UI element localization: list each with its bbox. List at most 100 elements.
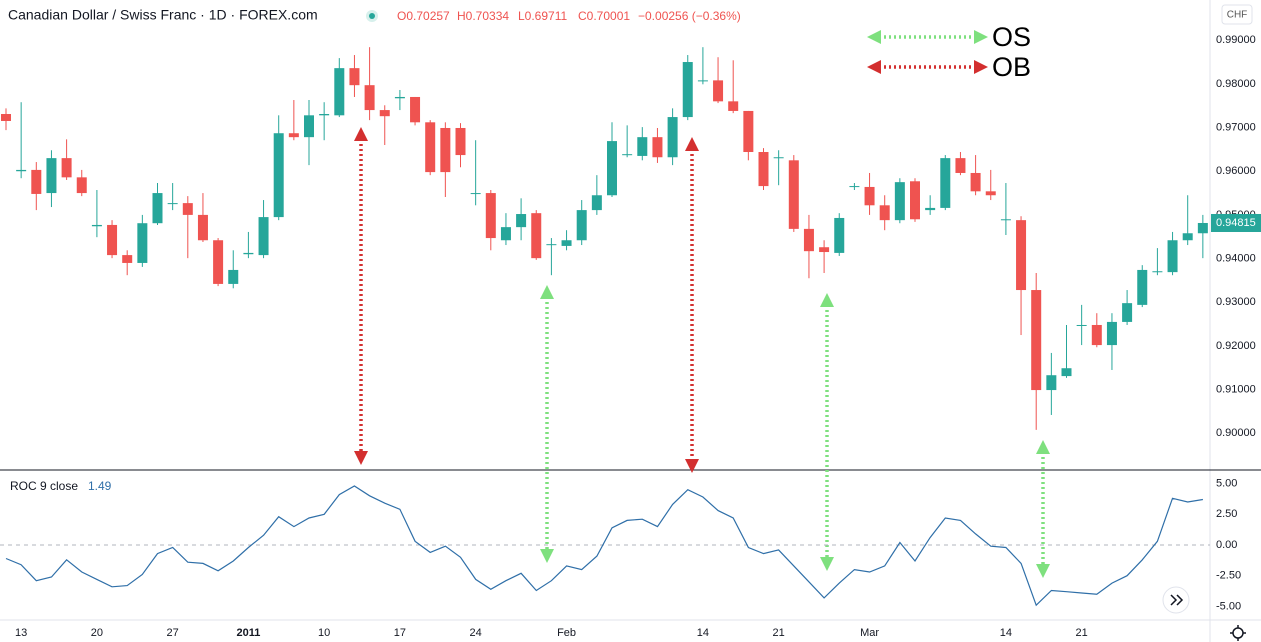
- currency-button[interactable]: [1221, 4, 1253, 25]
- candle-body: [61, 158, 72, 178]
- candle-body: [1197, 222, 1208, 234]
- ohlc-legend: −0.00256 (−0.36%): [638, 9, 741, 23]
- candle-body: [864, 186, 875, 206]
- last-price-box: [1211, 213, 1261, 232]
- candle-body: [455, 127, 466, 156]
- x-tick-label: 27: [167, 627, 179, 639]
- ohlc-legend: O0.70257: [397, 9, 450, 23]
- candle-body: [319, 114, 330, 116]
- y-tick-label: 0.93000: [1216, 296, 1256, 308]
- candle-body: [728, 101, 739, 111]
- x-tick-label: Mar: [860, 627, 879, 639]
- x-tick-label: 24: [470, 627, 482, 639]
- candle-body: [137, 223, 148, 263]
- x-tick-label: 17: [394, 627, 406, 639]
- y-tick-label: 0.99000: [1216, 34, 1256, 46]
- candle-body: [485, 193, 496, 239]
- candle-body: [894, 182, 905, 221]
- y-tick-label: 0.91000: [1216, 384, 1256, 396]
- arrow-annotations: [354, 127, 1050, 578]
- candle-body: [910, 181, 920, 220]
- y-tick-label: 2.50: [1216, 508, 1237, 520]
- candle-body: [925, 207, 936, 211]
- candle-body: [334, 68, 345, 116]
- candle-body: [1000, 219, 1011, 221]
- x-tick-label: 2011: [236, 627, 260, 639]
- candle-body: [1182, 233, 1193, 241]
- candle-body: [970, 172, 981, 192]
- last-price-label: 0.94815: [1216, 217, 1256, 229]
- y-tick-label: 0.00: [1216, 539, 1237, 551]
- ohlc-legend: H0.70334: [457, 9, 509, 23]
- candle-body: [788, 160, 799, 229]
- candle-body: [576, 210, 587, 241]
- candle-body: [379, 110, 390, 117]
- candle-body: [258, 217, 269, 256]
- candle-body: [213, 240, 224, 284]
- candle-body: [46, 158, 57, 194]
- ohlc-legend: C0.70001: [578, 9, 630, 23]
- indicator-value: 1.49: [88, 479, 112, 493]
- candle-body: [31, 169, 42, 194]
- x-tick-label: 10: [318, 627, 330, 639]
- annotation-label: OB: [992, 52, 1031, 82]
- candle-body: [197, 214, 208, 241]
- candle-body: [561, 240, 572, 246]
- candle-body: [713, 80, 724, 102]
- x-tick-label: 20: [91, 627, 103, 639]
- candle-body: [243, 252, 254, 255]
- candle-body: [273, 133, 284, 218]
- y-tick-label: -5.00: [1216, 600, 1241, 612]
- candle-body: [1152, 271, 1163, 273]
- candle-body: [667, 117, 678, 158]
- candle-body: [985, 191, 996, 196]
- candle-body: [516, 214, 527, 228]
- candle-body: [1046, 375, 1057, 391]
- scroll-icon: [1170, 594, 1184, 606]
- candle-body: [803, 228, 814, 252]
- candle-body: [652, 137, 663, 158]
- candle-body: [697, 80, 708, 82]
- candle-body: [1106, 321, 1117, 346]
- candle-body: [758, 152, 769, 187]
- candle-body: [1076, 324, 1087, 326]
- candle-body: [773, 157, 784, 159]
- candle-body: [152, 193, 163, 224]
- candle-body: [1122, 303, 1133, 322]
- x-tick-label: 13: [15, 627, 27, 639]
- candle-body: [440, 127, 451, 173]
- indicator-title: ROC 9 close: [10, 479, 78, 493]
- candle-body: [76, 177, 87, 194]
- candle-body: [182, 203, 193, 215]
- candle-body: [1, 114, 11, 121]
- candle-body: [288, 133, 299, 138]
- candle-body: [819, 247, 830, 253]
- x-tick-label: Feb: [557, 627, 576, 639]
- y-tick-label: -2.50: [1216, 570, 1241, 582]
- candle-body: [1167, 240, 1178, 273]
- candle-body: [834, 217, 845, 253]
- chart-title: Canadian Dollar / Swiss Franc · 1D · FOR…: [8, 7, 318, 23]
- candle-body: [1016, 220, 1027, 291]
- candle-body: [682, 62, 693, 118]
- status-dot: [369, 13, 375, 19]
- candle-body: [940, 158, 951, 208]
- candle-body: [637, 137, 648, 156]
- candle-body: [167, 203, 178, 205]
- candle-body: [470, 193, 481, 195]
- y-tick-label: 5.00: [1216, 477, 1237, 489]
- candle-body: [1137, 269, 1148, 305]
- y-tick-label: 0.94000: [1216, 252, 1256, 264]
- candle-body: [122, 255, 133, 263]
- annotation-label: OS: [992, 22, 1031, 52]
- candle-body: [500, 227, 511, 241]
- candle-body: [410, 96, 421, 123]
- candle-body: [364, 85, 375, 111]
- candle-body: [228, 269, 239, 284]
- settings-icon-teeth: [1230, 625, 1246, 641]
- x-tick-label: 14: [697, 627, 709, 639]
- candle-body: [425, 122, 436, 173]
- y-tick-label: 0.90000: [1216, 427, 1256, 439]
- currency-label: CHF: [1227, 10, 1248, 21]
